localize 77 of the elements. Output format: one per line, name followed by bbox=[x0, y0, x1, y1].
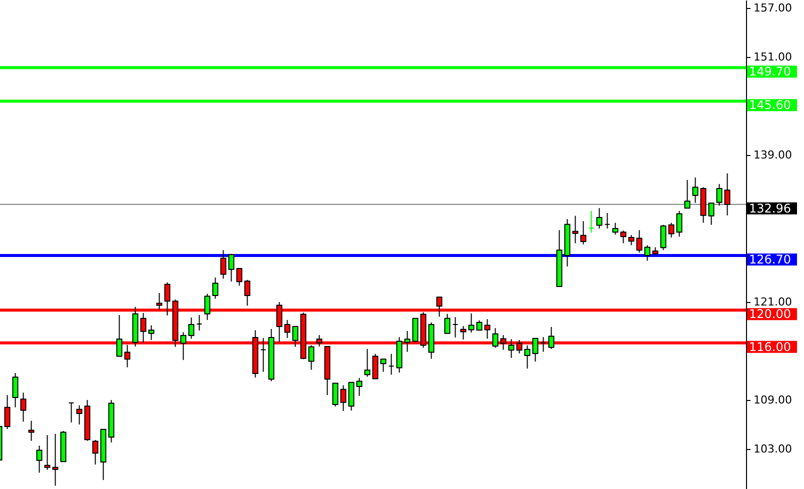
candlestick bbox=[684, 179, 690, 209]
candlestick bbox=[404, 330, 410, 352]
ref-line-label: 149.70 bbox=[749, 64, 791, 79]
candlestick bbox=[668, 222, 674, 238]
y-tick-label: 121.00 bbox=[754, 295, 792, 308]
y-tick-label: 151.00 bbox=[754, 50, 792, 64]
candlestick bbox=[92, 440, 98, 465]
candlestick bbox=[348, 382, 354, 412]
candlestick bbox=[284, 319, 290, 338]
candlestick bbox=[660, 224, 666, 251]
candlestick bbox=[508, 338, 514, 358]
candlestick bbox=[644, 244, 650, 262]
candlestick bbox=[468, 312, 474, 334]
candlestick bbox=[196, 314, 202, 332]
y-tick-label: 109.00 bbox=[754, 393, 792, 406]
candlestick bbox=[116, 314, 122, 357]
candlestick bbox=[492, 328, 498, 348]
candlestick bbox=[460, 326, 466, 340]
candlestick bbox=[52, 433, 58, 486]
candlestick bbox=[76, 404, 82, 425]
candlestick bbox=[332, 382, 338, 408]
candlestick bbox=[540, 336, 546, 352]
candlestick bbox=[676, 210, 682, 238]
candlestick bbox=[580, 220, 586, 245]
candlestick bbox=[380, 358, 386, 372]
candlestick bbox=[636, 230, 642, 254]
candlestick bbox=[292, 326, 298, 348]
candlestick bbox=[412, 318, 418, 342]
candlestick bbox=[452, 316, 458, 338]
ref-line-label: 132.96 bbox=[749, 201, 791, 216]
candlestick bbox=[524, 344, 530, 370]
candlestick bbox=[724, 172, 730, 216]
candlestick bbox=[180, 332, 186, 360]
candlestick bbox=[548, 326, 554, 350]
candlestick bbox=[12, 372, 18, 408]
candlestick bbox=[628, 234, 634, 246]
candlestick bbox=[572, 215, 578, 244]
candlestick bbox=[260, 337, 266, 372]
ref-line-label: 116.00 bbox=[749, 340, 791, 354]
candlestick bbox=[476, 320, 482, 331]
candlestick bbox=[244, 279, 250, 306]
candlestick bbox=[604, 212, 610, 229]
candlestick bbox=[308, 344, 314, 370]
y-tick-label: 139.00 bbox=[754, 148, 792, 162]
candlestick bbox=[372, 353, 378, 380]
ref-line-label: 145.60 bbox=[749, 98, 791, 112]
candlestick bbox=[612, 222, 618, 236]
candlestick bbox=[236, 268, 242, 286]
ref-line-label: 120.00 bbox=[749, 307, 791, 322]
candlestick bbox=[588, 210, 594, 234]
candlestick bbox=[4, 394, 10, 430]
candlestick bbox=[228, 253, 234, 282]
candlestick bbox=[364, 348, 370, 378]
candlestick bbox=[692, 176, 698, 204]
candlestick bbox=[68, 402, 74, 423]
candlestick bbox=[444, 313, 450, 334]
candlestick bbox=[484, 318, 490, 340]
candlestick bbox=[220, 250, 226, 280]
y-tick-label: 103.00 bbox=[754, 442, 792, 456]
candlestick bbox=[36, 445, 42, 474]
candlestick bbox=[708, 202, 714, 226]
candlestick bbox=[340, 384, 346, 412]
candlestick bbox=[188, 317, 194, 340]
candlestick bbox=[356, 377, 362, 396]
y-tick-label: 157.00 bbox=[754, 2, 792, 15]
candlestick bbox=[532, 338, 538, 362]
candlestick bbox=[44, 434, 50, 470]
candlestick bbox=[596, 208, 602, 229]
ref-line-label: 126.70 bbox=[749, 252, 791, 266]
candlestick bbox=[148, 324, 154, 340]
candlestick bbox=[28, 420, 34, 442]
candlestick bbox=[204, 293, 210, 320]
candlestick bbox=[388, 353, 394, 376]
candlestick bbox=[716, 183, 722, 206]
candlestick bbox=[212, 276, 218, 300]
candlestick bbox=[620, 230, 626, 244]
candlestick bbox=[20, 392, 26, 422]
